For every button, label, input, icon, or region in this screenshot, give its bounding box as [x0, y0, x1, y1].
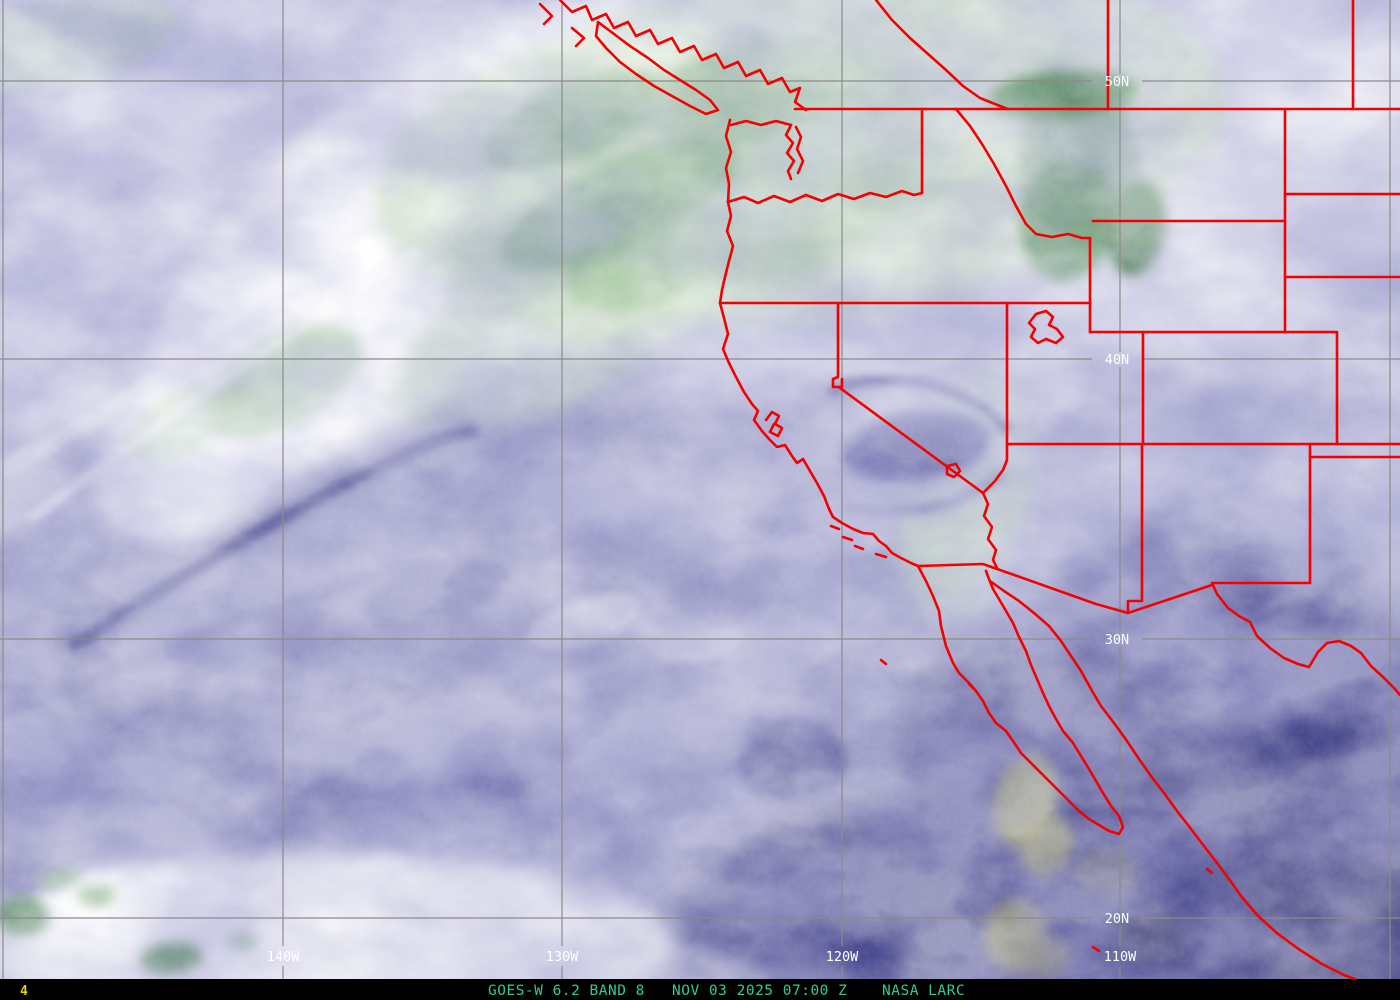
frame-number: 4 — [20, 984, 28, 999]
washington-oregon-border — [726, 189, 924, 205]
latitude-label: 30N — [1105, 632, 1129, 648]
latitude-label: 20N — [1105, 911, 1129, 927]
grid-labels: 50N 40N 30N 20N 140W 130W 120W 110W — [267, 74, 1137, 965]
latitude-label: 40N — [1105, 352, 1129, 368]
oregon-coast — [718, 200, 735, 305]
colorado-river — [981, 491, 999, 570]
footer-bar: 4 GOES-W 6.2 BAND 8 NOV 03 2025 07:00 Z … — [0, 979, 1400, 1000]
longitude-label: 130W — [546, 949, 579, 965]
rio-grande — [1210, 581, 1400, 697]
sf-bay — [764, 410, 784, 438]
baja-california — [916, 564, 1125, 836]
longitude-label: 110W — [1104, 949, 1137, 965]
us-mexico-border — [916, 562, 1214, 615]
arizona-newmexico-border — [1126, 442, 1144, 615]
walker-lake — [945, 462, 962, 479]
california-nevada-border — [831, 301, 985, 495]
latitude-label: 50N — [1105, 74, 1129, 90]
vancouver-island — [594, 20, 720, 116]
idaho-montana-border — [954, 107, 1092, 240]
longitude-label: 140W — [267, 949, 300, 965]
bc-alberta-border — [874, 0, 1010, 111]
california-coast — [718, 301, 920, 568]
nevada-arizona-border — [981, 442, 1009, 495]
bc-coastline — [558, 0, 808, 112]
product-label: GOES-W 6.2 BAND 8 — [488, 983, 645, 999]
mexico-mainland-coast — [988, 579, 1362, 983]
footer-background — [0, 979, 1400, 1000]
timestamp-label: NOV 03 2025 07:00 Z — [672, 983, 847, 999]
state-country-borders — [538, 0, 1400, 983]
puget-sound — [729, 119, 793, 127]
source-label: NASA LARC — [882, 983, 965, 999]
longitude-label: 120W — [826, 949, 859, 965]
washington-coast — [724, 118, 733, 204]
channel-islands — [829, 524, 888, 559]
offshore-islands — [879, 658, 1214, 953]
great-salt-lake — [1027, 309, 1065, 345]
latlon-gridlines — [0, 0, 1400, 979]
